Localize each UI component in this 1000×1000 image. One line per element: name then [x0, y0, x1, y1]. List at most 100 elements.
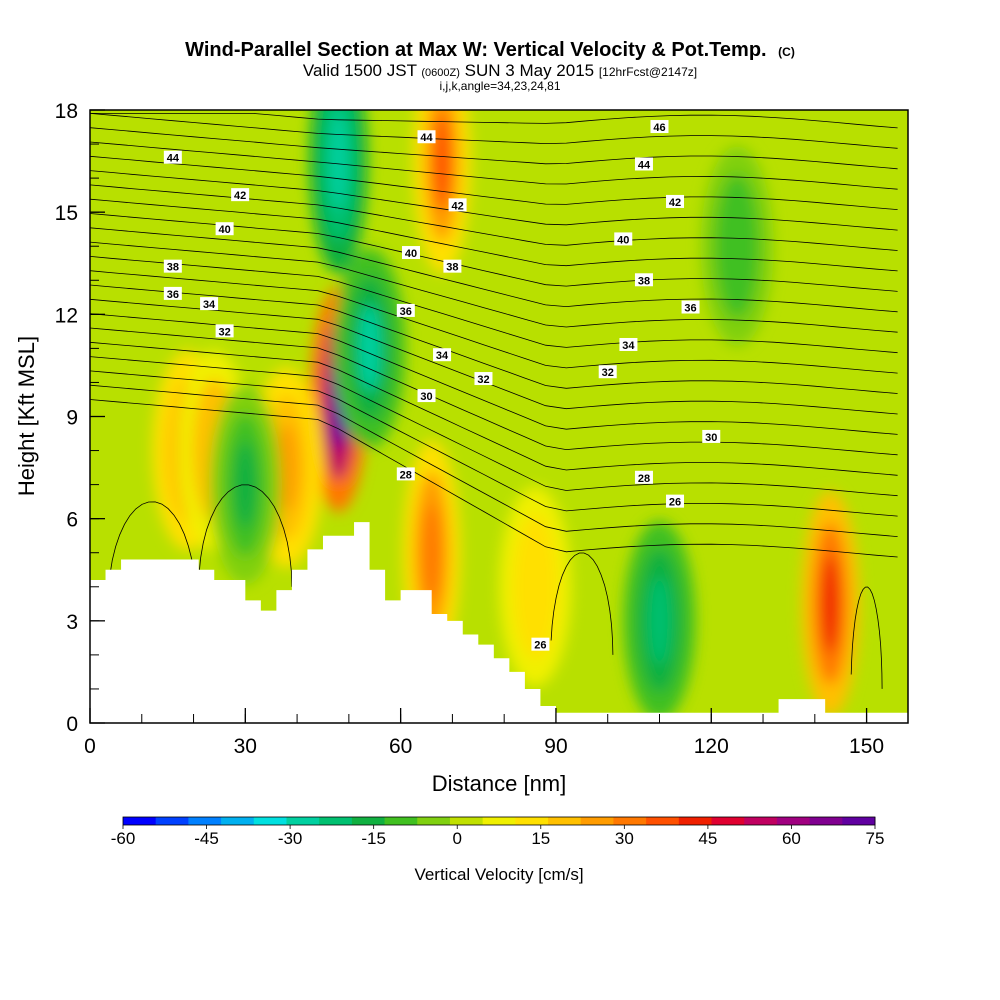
velocity-cell — [499, 486, 572, 687]
contour-label: 34 — [433, 348, 452, 362]
contour-label-bg — [702, 429, 721, 443]
x-axis-label: Distance [nm] — [432, 771, 567, 796]
contour-label-text: 34 — [203, 299, 216, 311]
velocity-cell — [801, 491, 860, 717]
colorbar-swatch — [515, 817, 549, 825]
chart-indices: i,j,k,angle=34,23,24,81 — [439, 79, 560, 93]
potential-temperature-contours — [90, 113, 898, 689]
colorbar-tick-label: 60 — [782, 829, 801, 848]
chart-subtitle: Valid 1500 JST (0600Z) SUN 3 May 2015 [1… — [303, 61, 697, 80]
theta-contour — [198, 484, 293, 587]
velocity-cell-core — [358, 304, 381, 393]
theta-contour — [90, 141, 898, 190]
y-axis-label: Height [Kft MSL] — [14, 336, 39, 496]
contour-label-text: 36 — [167, 289, 179, 301]
contour-label-bg — [215, 324, 234, 338]
velocity-cell-core — [726, 202, 749, 291]
contour-label-bg — [598, 365, 617, 379]
contour-label-text: 32 — [602, 367, 614, 379]
contour-label-text: 34 — [622, 340, 635, 352]
contour-label-text: 44 — [167, 153, 180, 165]
contour-label: 32 — [474, 372, 493, 386]
y-tick-label: 15 — [55, 202, 78, 225]
contour-label: 28 — [634, 470, 653, 485]
theta-contour — [90, 370, 898, 517]
x-tick-label: 60 — [389, 735, 412, 758]
colorbar-swatch — [548, 817, 582, 825]
contour-label: 38 — [634, 273, 653, 287]
y-tick-label: 12 — [55, 304, 78, 327]
contour-label: 32 — [215, 324, 234, 338]
contour-label: 30 — [702, 429, 721, 444]
contour-label-bg — [650, 120, 669, 134]
colorbar-label: Vertical Velocity [cm/s] — [414, 865, 583, 884]
contour-label: 36 — [681, 300, 700, 315]
colorbar-swatch — [776, 817, 811, 825]
contour-label-text: 30 — [420, 391, 432, 403]
contour-label-bg — [163, 286, 182, 300]
colorbar-swatch — [842, 817, 876, 825]
colorbar-swatch — [482, 817, 516, 825]
colorbar-swatch — [613, 817, 647, 825]
contour-label-text: 26 — [534, 640, 546, 652]
theta-contour — [90, 384, 898, 537]
x-tick-label: 30 — [234, 735, 257, 758]
contour-label: 38 — [163, 259, 182, 274]
x-tick-label: 150 — [849, 735, 884, 758]
colorbar-tick-label: -60 — [111, 829, 136, 848]
plot-area: 46 44 44 44 42 42 42 40 40 40 38 38 38 36 36 36 34 34 34 32… — [90, 110, 908, 723]
contour-label: 34 — [200, 297, 219, 311]
velocity-cell-core — [648, 576, 671, 665]
x-tick-label: 120 — [694, 735, 729, 758]
theta-contour — [850, 586, 883, 689]
theta-contour — [108, 501, 197, 604]
contour-label-bg — [448, 198, 467, 212]
velocity-cell — [623, 520, 696, 721]
contour-label-bg — [474, 372, 493, 386]
contour-label-text: 34 — [436, 350, 449, 362]
theta-contour — [90, 127, 898, 170]
contour-label: 32 — [598, 365, 617, 379]
contour-label: 38 — [443, 259, 462, 274]
chart-title: Wind-Parallel Section at Max W: Vertical… — [185, 39, 795, 61]
contour-label-bg — [531, 637, 550, 651]
contour-label-bg — [614, 232, 633, 246]
colorbar-frame — [122, 816, 876, 826]
contour-label-text: 36 — [684, 303, 696, 315]
contour-label: 36 — [396, 303, 415, 318]
contour-label-text: 40 — [617, 234, 629, 246]
contour-label: 40 — [401, 246, 420, 260]
velocity-cell — [333, 248, 406, 449]
theta-contour — [90, 227, 898, 313]
contour-label-bg — [634, 157, 653, 171]
y-axis: 0 3 6 9 12 15 18 — [55, 100, 105, 736]
colorbar-tick-label: 75 — [866, 829, 885, 848]
contour-label-text: 32 — [477, 374, 489, 386]
contour-label-text: 28 — [638, 473, 650, 485]
contour-labels: 46 44 44 44 42 42 42 40 40 40 38 38 38 36 36 36 34 34 34 32… — [163, 120, 721, 652]
y-tick-label: 6 — [66, 509, 78, 532]
contour-label-text: 42 — [669, 197, 681, 209]
contour-label-text: 42 — [451, 200, 463, 212]
theta-contour — [90, 399, 898, 558]
contour-label-bg — [666, 194, 685, 208]
colorbar-swatch — [123, 817, 157, 825]
contour-label-bg — [619, 337, 638, 351]
colorbar-swatch — [286, 817, 320, 825]
contour-label-text: 46 — [653, 122, 665, 134]
theta-contour — [90, 270, 898, 374]
contour-label-text: 40 — [405, 248, 417, 260]
y-tick-label: 9 — [66, 407, 78, 430]
contour-label-bg — [634, 273, 653, 287]
contour-label-text: 26 — [669, 497, 681, 509]
colorbar-swatch — [384, 817, 418, 825]
velocity-cell-core — [422, 503, 441, 603]
contour-label-bg — [200, 297, 219, 311]
contour-label-bg — [401, 246, 420, 260]
theta-contour — [90, 327, 898, 456]
theta-contour — [90, 113, 898, 149]
colorbar-tick-label: -15 — [361, 829, 386, 848]
y-tick-label: 0 — [66, 713, 78, 736]
contour-label: 44 — [634, 157, 653, 171]
